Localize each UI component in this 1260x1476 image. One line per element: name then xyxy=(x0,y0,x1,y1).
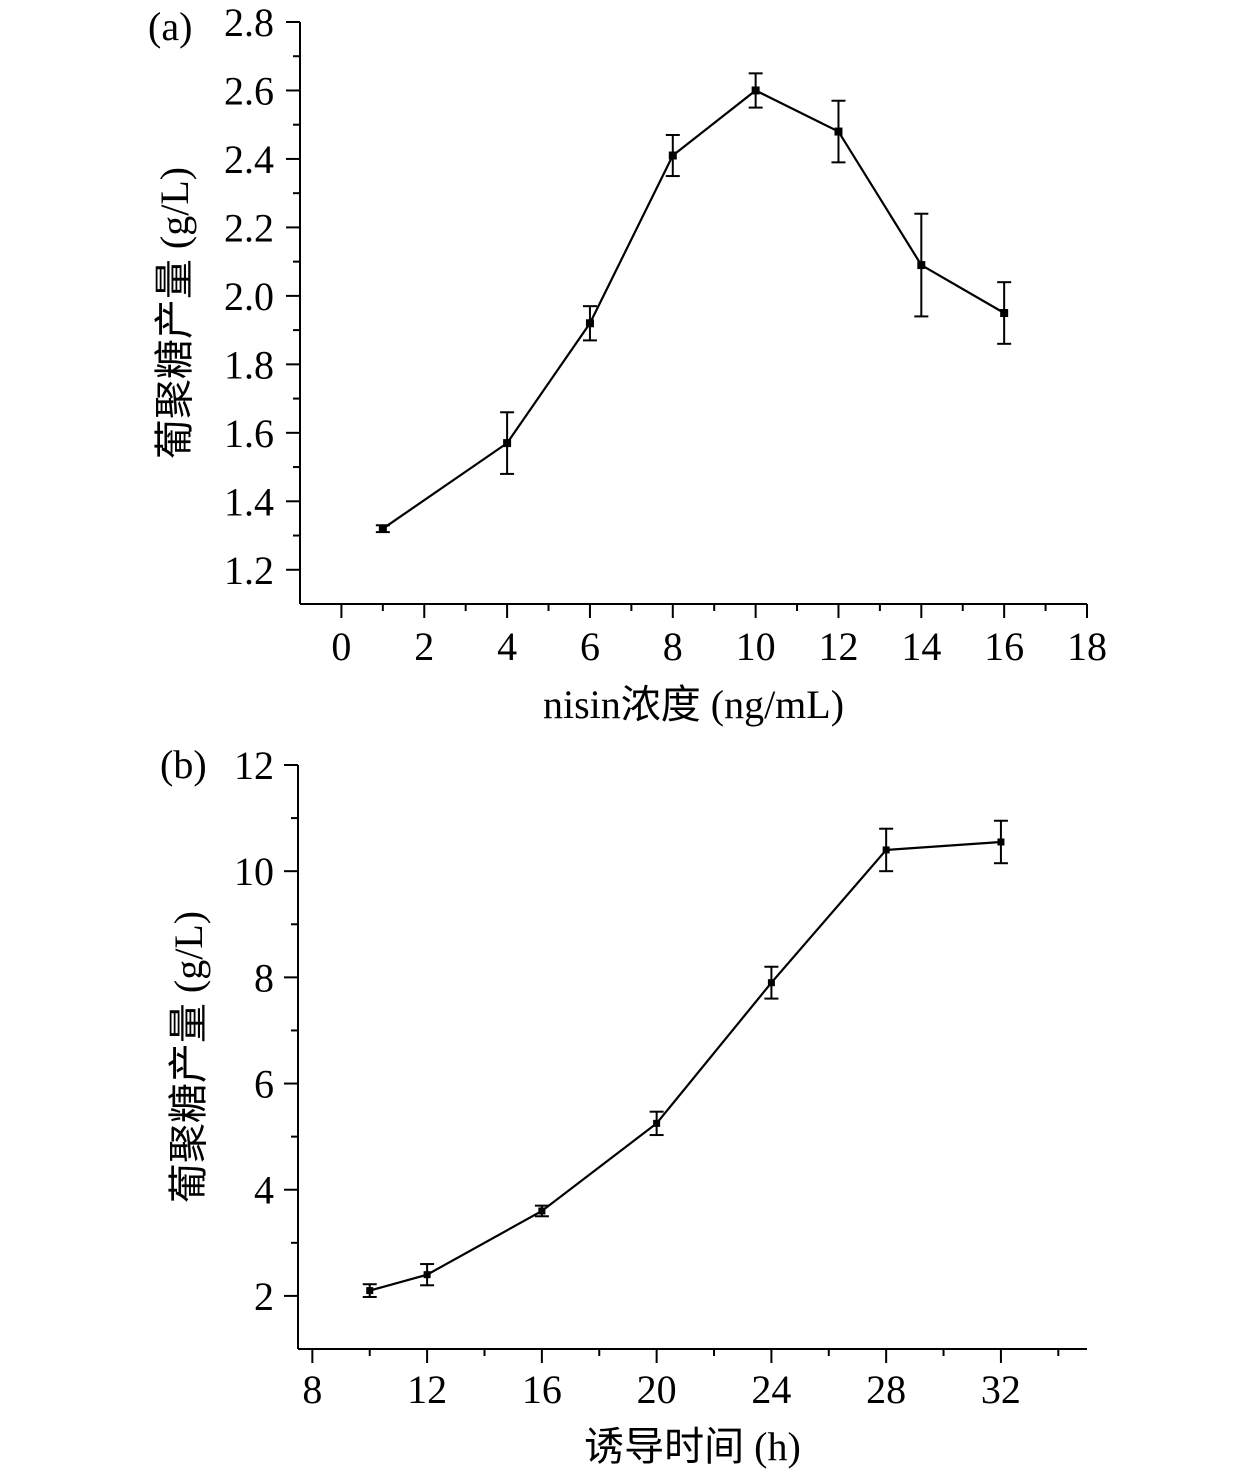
y-tick-label: 12 xyxy=(234,743,274,788)
x-tick-label: 8 xyxy=(663,624,683,669)
panel-label: (a) xyxy=(148,4,192,49)
y-tick-label: 10 xyxy=(234,849,274,894)
series-line xyxy=(369,840,1002,1292)
y-tick-label: 2 xyxy=(254,1274,274,1319)
x-tick-label: 12 xyxy=(818,624,858,669)
data-point xyxy=(538,1207,546,1215)
y-tick-label: 2.6 xyxy=(224,68,274,113)
x-tick-label: 16 xyxy=(984,624,1024,669)
data-point xyxy=(917,261,926,270)
y-tick-label: 8 xyxy=(254,955,274,1000)
data-point xyxy=(366,1287,374,1295)
x-tick-label: 28 xyxy=(866,1367,906,1412)
data-point xyxy=(1000,309,1009,317)
x-tick-label: 6 xyxy=(580,624,600,669)
x-tick-label: 16 xyxy=(522,1367,562,1412)
y-tick-label: 6 xyxy=(254,1062,274,1107)
series-line xyxy=(382,89,1005,530)
y-tick-label: 4 xyxy=(254,1168,274,1213)
data-point xyxy=(751,86,760,95)
data-point xyxy=(834,127,843,136)
data-point xyxy=(882,846,890,854)
y-tick-label: 2.8 xyxy=(224,0,274,45)
panel-a-chart: 1.2 1.4 1.6 1.8 2.0 2.2 2.4 2.6 2.8 0 2 4 6 8 10 12 14 16… xyxy=(148,0,1107,727)
data-point xyxy=(653,1119,661,1127)
panel-label: (b) xyxy=(160,742,207,787)
data-point xyxy=(767,979,775,987)
data-point xyxy=(997,838,1005,846)
y-tick-label: 1.6 xyxy=(224,411,274,456)
x-tick-label: 2 xyxy=(414,624,434,669)
x-tick-label: 14 xyxy=(901,624,941,669)
y-axis-title: 葡聚糖产量 (g/L) xyxy=(166,911,211,1203)
data-point xyxy=(378,524,387,533)
y-tick-label: 2.4 xyxy=(224,137,274,182)
y-tick-label: 2.2 xyxy=(224,205,274,250)
data-point xyxy=(503,439,512,448)
data-point xyxy=(423,1271,431,1279)
x-tick-label: 18 xyxy=(1067,624,1107,669)
data-point xyxy=(585,319,594,328)
data-point xyxy=(668,151,677,160)
y-tick-label: 1.8 xyxy=(224,342,274,387)
y-axis-title: 葡聚糖产量 (g/L) xyxy=(152,167,197,459)
x-tick-label: 4 xyxy=(497,624,517,669)
x-tick-label: 8 xyxy=(302,1367,322,1412)
x-tick-label: 12 xyxy=(407,1367,447,1412)
x-tick-label: 10 xyxy=(736,624,776,669)
x-tick-label: 20 xyxy=(637,1367,677,1412)
x-tick-label: 0 xyxy=(331,624,351,669)
x-axis-title: nisin浓度 (ng/mL) xyxy=(543,682,844,727)
x-tick-label: 24 xyxy=(751,1367,791,1412)
y-tick-label: 1.4 xyxy=(224,479,274,524)
y-tick-label: 1.2 xyxy=(224,548,274,593)
x-tick-label: 32 xyxy=(981,1367,1021,1412)
x-axis-title: 诱导时间 (h) xyxy=(584,1424,801,1469)
y-tick-label: 2.0 xyxy=(224,274,274,319)
